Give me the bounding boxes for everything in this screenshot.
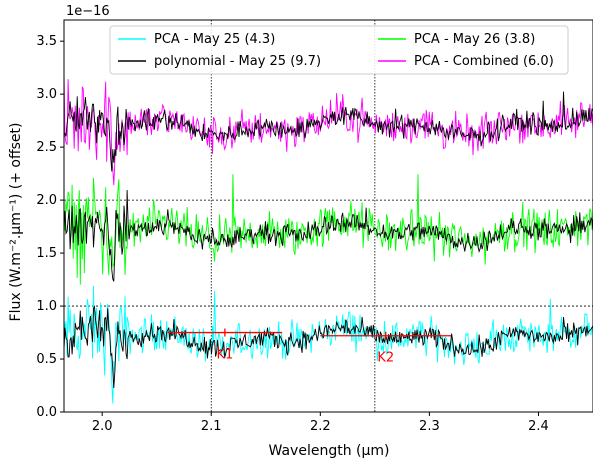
plot-frame bbox=[63, 19, 593, 413]
series-line bbox=[64, 285, 593, 404]
y-axis-label: Flux (W.m⁻².μm⁻¹) (+ offset) bbox=[8, 123, 24, 322]
series-line bbox=[64, 174, 593, 285]
y-tick-label: 2.0 bbox=[36, 193, 57, 208]
band-label: K1 bbox=[216, 348, 233, 363]
y-tick-label: 1.5 bbox=[36, 246, 57, 261]
series-line bbox=[64, 73, 593, 186]
x-tick-label: 2.3 bbox=[419, 419, 440, 434]
series-line bbox=[64, 189, 593, 282]
legend-label: PCA - May 26 (3.8) bbox=[414, 32, 535, 47]
x-tick-label: 2.4 bbox=[528, 419, 549, 434]
y-tick-label: 2.5 bbox=[36, 140, 57, 155]
legend-label: PCA - Combined (6.0) bbox=[414, 54, 554, 69]
legend-label: PCA - May 25 (4.3) bbox=[154, 32, 275, 47]
series-line bbox=[64, 305, 593, 389]
legend: PCA - May 25 (4.3) polynomial - May 25 (9… bbox=[109, 25, 569, 75]
axis-offset-label: 1e−16 bbox=[66, 4, 110, 19]
legend-box bbox=[109, 25, 569, 75]
x-tick-label: 2.1 bbox=[201, 419, 222, 434]
legend-label: polynomial - May 25 (9.7) bbox=[154, 54, 321, 69]
y-tick-label: 0.0 bbox=[36, 405, 57, 420]
y-tick-label: 0.5 bbox=[36, 352, 57, 367]
y-tick-label: 3.0 bbox=[36, 87, 57, 102]
x-tick-label: 2.0 bbox=[92, 419, 113, 434]
series-line bbox=[64, 91, 593, 172]
band-label: K2 bbox=[377, 351, 394, 366]
y-tick-label: 1.0 bbox=[36, 299, 57, 314]
x-axis-label: Wavelength (μm) bbox=[269, 443, 390, 459]
y-tick-label: 3.5 bbox=[36, 34, 57, 49]
plot-layer: K1 K2 2.0 2.1 2.2 2.3 2.4 0.0 0.5 1.0 1.5 2.0 2.5 3.0… bbox=[36, 19, 593, 434]
x-tick-label: 2.2 bbox=[310, 419, 331, 434]
